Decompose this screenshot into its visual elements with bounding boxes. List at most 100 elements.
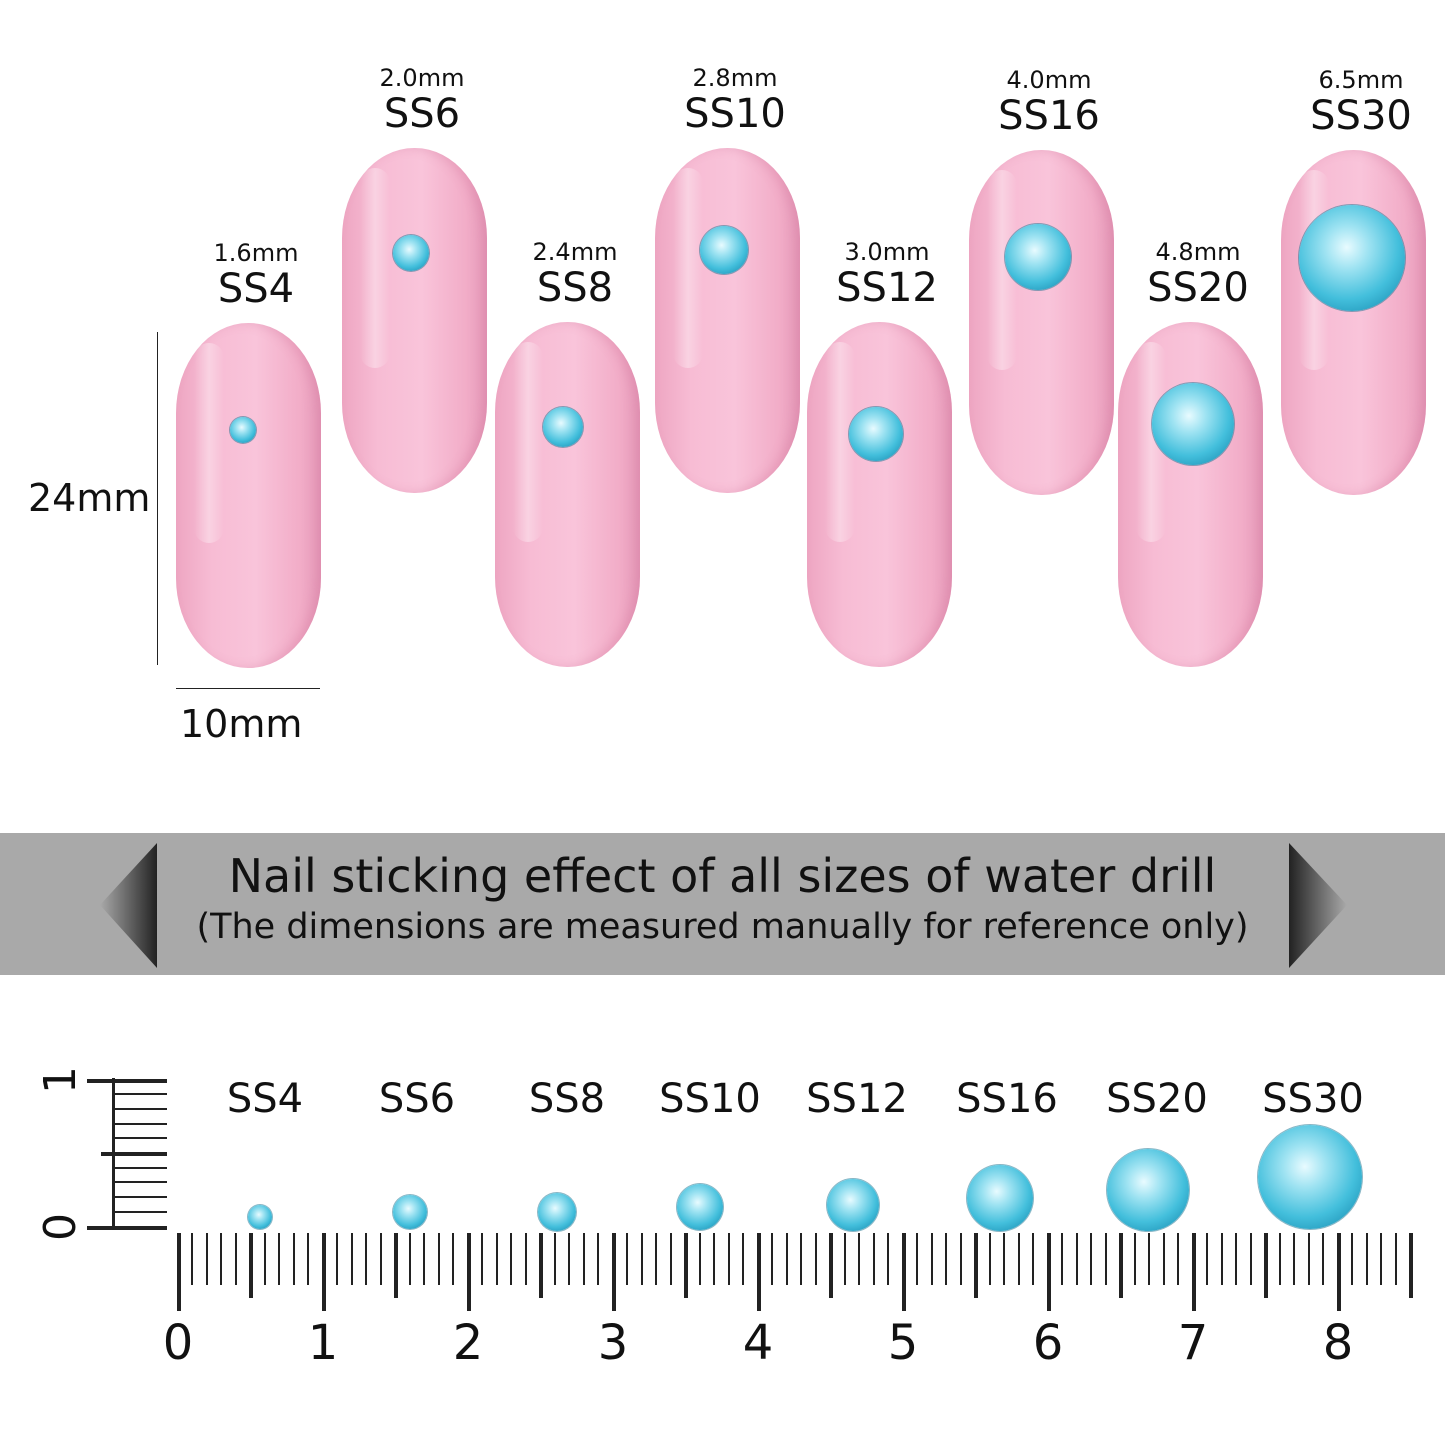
ruler-tick: [1307, 1233, 1310, 1285]
vertical-ruler-tick: [115, 1166, 167, 1169]
ruler-tick: [814, 1233, 817, 1285]
ruler-size-label: SS6: [378, 1076, 456, 1122]
rhinestone: [1107, 1149, 1189, 1231]
right-arrow-icon: [1289, 843, 1347, 968]
ruler-tick: [205, 1233, 208, 1285]
ruler-tick: [872, 1233, 875, 1285]
ruler-tick: [684, 1233, 688, 1298]
ruler-number: 8: [1322, 1315, 1354, 1371]
ruler-number: 1: [307, 1315, 339, 1371]
ruler-tick: [1278, 1233, 1281, 1285]
ruler-tick: [1046, 1233, 1051, 1311]
ruler-tick: [974, 1233, 978, 1298]
nail-ss4: [176, 323, 321, 668]
size-name: SS6: [383, 91, 461, 137]
ruler-size-label: SS16: [956, 1076, 1058, 1122]
ruler-tick: [365, 1233, 367, 1285]
ruler-tick: [1133, 1233, 1136, 1285]
rhinestone: [677, 1184, 723, 1230]
vertical-ruler-number: 1: [35, 1066, 86, 1094]
vertical-ruler-tick: [115, 1196, 167, 1199]
rhinestone: [393, 1195, 427, 1229]
vertical-ruler-tick: [87, 1078, 167, 1083]
ruler-tick: [176, 1233, 181, 1311]
ruler-tick: [1336, 1233, 1341, 1311]
size-name: SS8: [536, 265, 614, 311]
nail-label: 1.6mm SS4: [176, 241, 336, 309]
ruler-tick: [858, 1233, 860, 1285]
ruler-tick: [988, 1233, 991, 1285]
ruler-tick: [597, 1233, 599, 1285]
ruler-tick: [1148, 1233, 1150, 1285]
nail-ss30: [1281, 150, 1426, 495]
ruler-tick: [1162, 1233, 1165, 1285]
ruler-number: 2: [452, 1315, 484, 1371]
rhinestone: [230, 417, 256, 443]
ruler-tick: [1394, 1233, 1397, 1285]
size-mm: 2.4mm: [532, 238, 618, 266]
ruler-tick: [321, 1233, 326, 1311]
ruler-tick: [1293, 1233, 1295, 1285]
nail-ss10: [655, 148, 800, 493]
height-label: 24mm: [28, 476, 151, 520]
ruler-tick: [524, 1233, 527, 1285]
ruler-tick: [437, 1233, 440, 1285]
ruler-tick: [1075, 1233, 1078, 1285]
ruler-tick: [785, 1233, 788, 1285]
ruler-tick: [1003, 1233, 1005, 1285]
size-mm: 1.6mm: [213, 239, 299, 267]
ruler-tick: [582, 1233, 585, 1285]
size-mm: 4.8mm: [1155, 238, 1241, 266]
ruler-number: 5: [887, 1315, 919, 1371]
vertical-ruler-edge: [112, 1078, 115, 1228]
nail-label: 2.8mm SS10: [655, 66, 815, 134]
ruler-tick: [234, 1233, 237, 1285]
ruler-tick: [829, 1233, 833, 1298]
size-mm: 4.0mm: [1006, 66, 1092, 94]
ruler-tick: [1380, 1233, 1382, 1285]
width-line: [176, 688, 320, 689]
ruler-tick: [452, 1233, 454, 1285]
ruler-tick: [930, 1233, 933, 1285]
ruler-tick: [423, 1233, 425, 1285]
ruler-size-label: SS20: [1106, 1076, 1208, 1122]
ruler-tick: [263, 1233, 266, 1285]
vertical-ruler-tick: [101, 1152, 167, 1156]
ruler-tick: [640, 1233, 643, 1285]
size-mm: 3.0mm: [844, 238, 930, 266]
vertical-ruler-tick: [115, 1137, 167, 1140]
ruler-tick: [698, 1233, 701, 1285]
ruler-tick: [481, 1233, 483, 1285]
ruler-tick: [1119, 1233, 1123, 1298]
rhinestone: [1299, 205, 1405, 311]
ruler-tick: [1090, 1233, 1092, 1285]
ruler-tick: [394, 1233, 398, 1298]
ruler-tick: [1249, 1233, 1252, 1285]
ruler-tick: [1220, 1233, 1223, 1285]
ruler-tick: [1322, 1233, 1324, 1285]
ruler-size-label: SS4: [226, 1076, 304, 1122]
ruler-size-label: SS10: [659, 1076, 761, 1122]
nail-label: 4.0mm SS16: [969, 68, 1129, 136]
ruler-tick: [553, 1233, 556, 1285]
banner: Nail sticking effect of all sizes of wat…: [0, 833, 1445, 975]
ruler-tick: [539, 1233, 543, 1298]
ruler-tick: [1365, 1233, 1368, 1285]
vertical-ruler-tick: [115, 1122, 167, 1125]
nail-ss16: [969, 150, 1114, 495]
vertical-ruler-tick: [115, 1107, 167, 1110]
rhinestone: [827, 1179, 879, 1231]
rhinestone: [849, 407, 903, 461]
size-name: SS16: [998, 93, 1100, 139]
ruler-tick: [843, 1233, 846, 1285]
ruler-tick: [1206, 1233, 1208, 1285]
size-name: SS20: [1147, 265, 1249, 311]
ruler-number: 6: [1032, 1315, 1064, 1371]
ruler-tick: [1177, 1233, 1179, 1285]
ruler-tick: [916, 1233, 918, 1285]
ruler-number: 7: [1177, 1315, 1209, 1371]
size-name: SS12: [836, 265, 938, 311]
ruler-tick: [191, 1233, 193, 1285]
nail-label: 6.5mm SS30: [1281, 68, 1441, 136]
ruler-number: 3: [597, 1315, 629, 1371]
